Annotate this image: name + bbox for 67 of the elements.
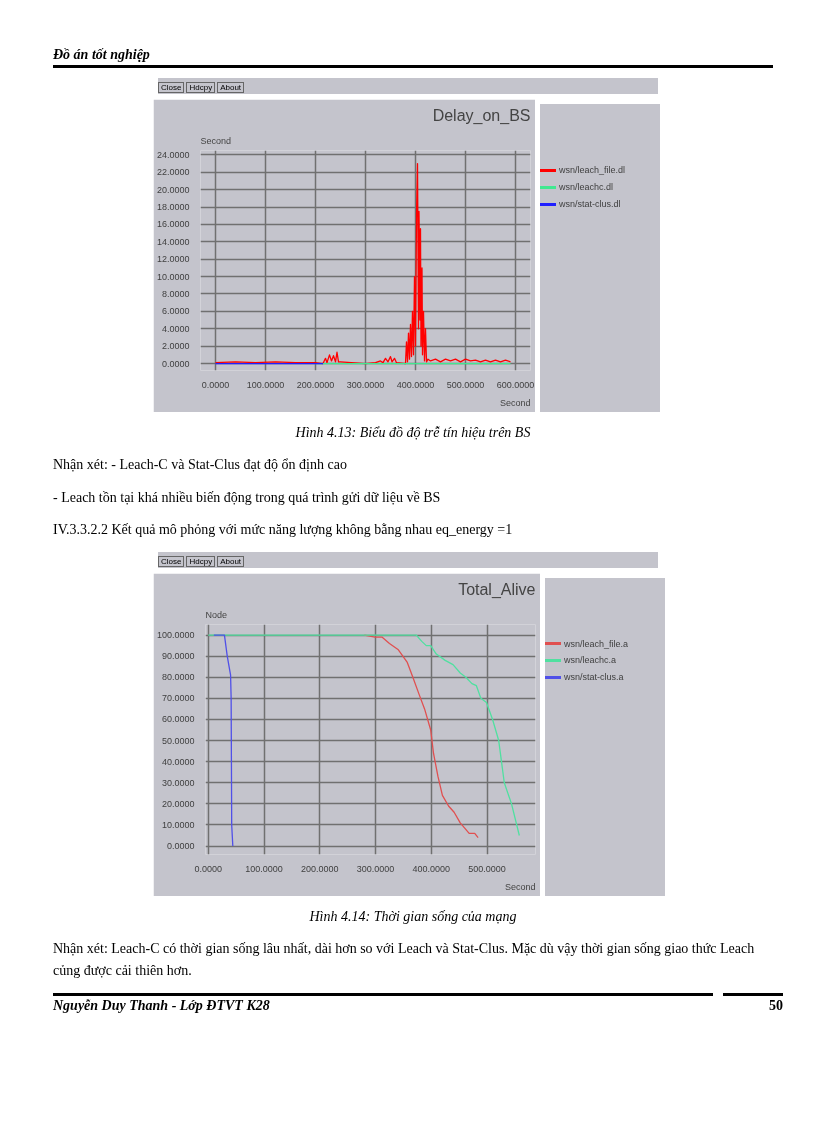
y-axis-title: Second (200, 135, 232, 146)
x-tick-label: 0.0000 (201, 379, 230, 390)
text: Hình 4.13: Biểu đồ độ trễ tín hiệu trên BS (295, 424, 531, 442)
x-tick-label: 200.0000 (301, 863, 339, 874)
y-tick-label: 0.0000 (161, 358, 190, 369)
legend-label: wsn/leachc.a (564, 654, 617, 668)
y-tick-label: 100.0000 (156, 629, 195, 640)
y-tick-label: 10.0000 (161, 819, 195, 830)
line-series (213, 633, 234, 847)
y-tick-label: 0.0000 (166, 840, 195, 851)
y-tick-label: 12.0000 (156, 254, 190, 265)
x-axis-title: Second (504, 881, 536, 892)
y-tick-label: 90.0000 (161, 650, 195, 661)
text: About (217, 82, 245, 93)
x-tick-label: 300.0000 (346, 379, 385, 390)
legend-label: wsn/leach_file.a (564, 637, 629, 651)
x-tick-label: 400.0000 (412, 863, 451, 874)
x-tick-label: 100.0000 (245, 863, 283, 874)
y-axis-title: Node (205, 609, 228, 620)
line-series (207, 633, 520, 836)
text: Hình 4.14: Thời gian sống của mạng (309, 907, 517, 926)
y-tick-label: 4.0000 (161, 323, 190, 334)
text: Đồ án tốt nghiệp (53, 46, 150, 64)
text: Nhận xét: - Leach-C và Stat-Clus đạt độ ổn định cao (53, 456, 347, 475)
chart-title: Delay_on_BS (432, 106, 531, 125)
y-tick-label: 20.0000 (156, 184, 190, 195)
x-tick-label: 0.0000 (194, 863, 223, 874)
text: Hdcpy (186, 555, 216, 567)
y-tick-label: 22.0000 (156, 167, 190, 178)
y-tick-label: 10.0000 (156, 271, 190, 282)
text: Close (158, 555, 185, 567)
legend-label: wsn/leachc.dl (559, 180, 614, 194)
line-series (214, 162, 512, 365)
x-tick-label: 500.0000 (468, 863, 506, 874)
text: Close (158, 82, 185, 93)
x-tick-label: 100.0000 (246, 379, 285, 390)
legend-label: wsn/stat-clus.a (564, 671, 624, 685)
y-tick-label: 40.0000 (161, 756, 195, 767)
y-tick-label: 14.0000 (156, 236, 190, 247)
text: IV.3.3.2.2 Kết quả mô phỏng với mức năng lượng không bằng nhau eq_energy =1 (53, 521, 513, 540)
y-tick-label: 70.0000 (161, 692, 195, 703)
text: 50 (769, 996, 783, 1015)
text: Nhận xét: Leach-C có thời gian sống lâu nhất, dài hơn so với Leach và Stat-Clus. Mặc dù vậy thời gian sống giao thức Leach củng được cải thiên hơn. (53, 939, 756, 981)
chart-title: Total_Alive (458, 580, 536, 599)
x-axis-title: Second (499, 397, 531, 408)
y-tick-label: 6.0000 (161, 306, 190, 317)
x-tick-label: 300.0000 (356, 863, 395, 874)
y-tick-label: 8.0000 (161, 288, 190, 299)
y-tick-label: 2.0000 (161, 341, 190, 352)
x-tick-label: 500.0000 (446, 379, 485, 390)
x-tick-label: 600.0000 (496, 379, 535, 390)
y-tick-label: 50.0000 (161, 735, 195, 746)
y-tick-label: 60.0000 (161, 714, 195, 725)
text: - Leach tồn tại khá nhiều biến động trong quá trình gửi dữ liệu về BS (53, 488, 441, 507)
y-tick-label: 80.0000 (161, 671, 195, 682)
y-tick-label: 18.0000 (156, 202, 190, 213)
y-tick-label: 16.0000 (156, 219, 190, 230)
legend-label: wsn/stat-clus.dl (559, 197, 621, 211)
text: Nguyễn Duy Thanh - Lớp ĐTVT K28 (53, 996, 270, 1015)
y-tick-label: 20.0000 (161, 798, 195, 809)
x-tick-label: 400.0000 (396, 379, 435, 390)
y-tick-label: 24.0000 (156, 149, 190, 160)
text: Hdcpy (186, 82, 216, 93)
legend-label: wsn/leach_file.dl (559, 164, 626, 177)
x-tick-label: 200.0000 (296, 379, 335, 390)
y-tick-label: 30.0000 (161, 777, 195, 788)
text: About (217, 555, 245, 567)
